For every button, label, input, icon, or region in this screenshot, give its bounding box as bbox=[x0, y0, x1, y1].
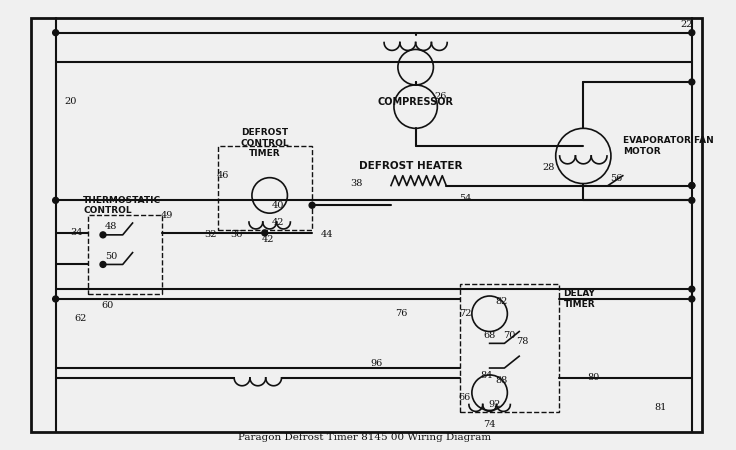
Text: 38: 38 bbox=[350, 179, 363, 188]
Circle shape bbox=[689, 79, 695, 85]
Circle shape bbox=[100, 232, 106, 238]
Text: 46: 46 bbox=[217, 171, 230, 180]
Text: 28: 28 bbox=[542, 163, 555, 172]
Circle shape bbox=[689, 30, 695, 36]
Text: 54: 54 bbox=[459, 194, 471, 203]
Text: 49: 49 bbox=[161, 211, 173, 220]
Text: 32: 32 bbox=[204, 230, 216, 239]
Text: 22: 22 bbox=[681, 20, 693, 29]
Circle shape bbox=[53, 198, 59, 203]
Text: EVAPORATOR FAN
MOTOR: EVAPORATOR FAN MOTOR bbox=[623, 136, 713, 156]
Circle shape bbox=[100, 261, 106, 267]
Text: DEFROST
CONTROL
TIMER: DEFROST CONTROL TIMER bbox=[241, 128, 289, 158]
Text: DEFROST HEATER: DEFROST HEATER bbox=[359, 161, 462, 171]
Text: COMPRESSOR: COMPRESSOR bbox=[378, 97, 453, 107]
Circle shape bbox=[689, 198, 695, 203]
Text: 62: 62 bbox=[74, 314, 87, 323]
Text: 66: 66 bbox=[459, 393, 471, 402]
Text: 72: 72 bbox=[459, 309, 471, 318]
Text: 92: 92 bbox=[489, 400, 500, 409]
Text: 50: 50 bbox=[105, 252, 117, 261]
Circle shape bbox=[689, 286, 695, 292]
Text: Paragon Defrost Timer 8145 00 Wiring Diagram: Paragon Defrost Timer 8145 00 Wiring Dia… bbox=[238, 433, 491, 442]
Circle shape bbox=[262, 230, 268, 236]
Text: 82: 82 bbox=[495, 297, 508, 306]
Text: 88: 88 bbox=[495, 376, 508, 385]
Text: 68: 68 bbox=[484, 331, 496, 340]
Circle shape bbox=[689, 183, 695, 189]
Text: 34: 34 bbox=[70, 229, 82, 238]
Text: 96: 96 bbox=[370, 359, 382, 368]
Circle shape bbox=[53, 30, 59, 36]
Text: 42: 42 bbox=[272, 217, 284, 226]
Text: 76: 76 bbox=[394, 309, 407, 318]
Text: 80: 80 bbox=[587, 374, 599, 382]
Text: 42: 42 bbox=[261, 235, 274, 244]
Text: 56: 56 bbox=[609, 174, 622, 183]
Circle shape bbox=[309, 202, 315, 208]
Text: 84: 84 bbox=[481, 371, 493, 380]
Text: 81: 81 bbox=[654, 403, 666, 412]
Text: 26: 26 bbox=[434, 92, 447, 101]
Text: 44: 44 bbox=[321, 230, 333, 239]
Circle shape bbox=[689, 183, 695, 189]
Text: 40: 40 bbox=[272, 201, 284, 210]
Text: 74: 74 bbox=[484, 420, 496, 429]
Text: 36: 36 bbox=[230, 230, 242, 239]
Text: 60: 60 bbox=[102, 302, 114, 310]
Text: 48: 48 bbox=[105, 222, 117, 231]
Text: 70: 70 bbox=[503, 331, 515, 340]
Text: 20: 20 bbox=[64, 97, 77, 106]
Circle shape bbox=[53, 296, 59, 302]
Circle shape bbox=[689, 296, 695, 302]
Text: 78: 78 bbox=[516, 337, 528, 346]
Text: DELAY
TIMER: DELAY TIMER bbox=[564, 289, 595, 309]
Text: THERMOSTATIC
CONTROL: THERMOSTATIC CONTROL bbox=[83, 196, 161, 215]
